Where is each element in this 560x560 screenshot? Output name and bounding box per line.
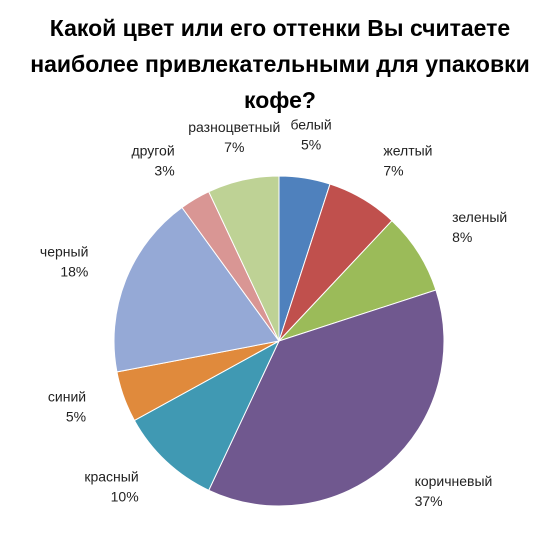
slice-value-label: 5%	[66, 408, 86, 424]
chart-title: Какой цвет или его оттенки Вы считаете н…	[30, 15, 530, 113]
pie-slice	[208, 289, 445, 507]
slice-value-label: 18%	[60, 264, 88, 280]
pie-slice	[133, 339, 281, 491]
slice-value-label: 10%	[111, 488, 139, 504]
slice-value-label: 37%	[415, 493, 443, 509]
slice-label: разноцветный	[188, 119, 280, 135]
slice-label: коричневый	[415, 473, 493, 489]
pie-slice	[208, 175, 280, 342]
slice-label: белый	[290, 117, 331, 133]
slice-label: синий	[48, 388, 86, 404]
slice-label: красный	[84, 468, 138, 484]
slice-label: другой	[131, 143, 174, 159]
slice-value-label: 3%	[154, 163, 174, 179]
pie-slice	[113, 206, 280, 373]
slice-label: черный	[40, 244, 88, 260]
slice-label: желтый	[383, 143, 432, 159]
slice-value-label: 5%	[301, 137, 321, 153]
slice-label: зеленый	[452, 209, 507, 225]
slice-value-label: 7%	[383, 163, 403, 179]
slice-value-label: 7%	[224, 139, 244, 155]
slice-value-label: 8%	[452, 229, 472, 245]
